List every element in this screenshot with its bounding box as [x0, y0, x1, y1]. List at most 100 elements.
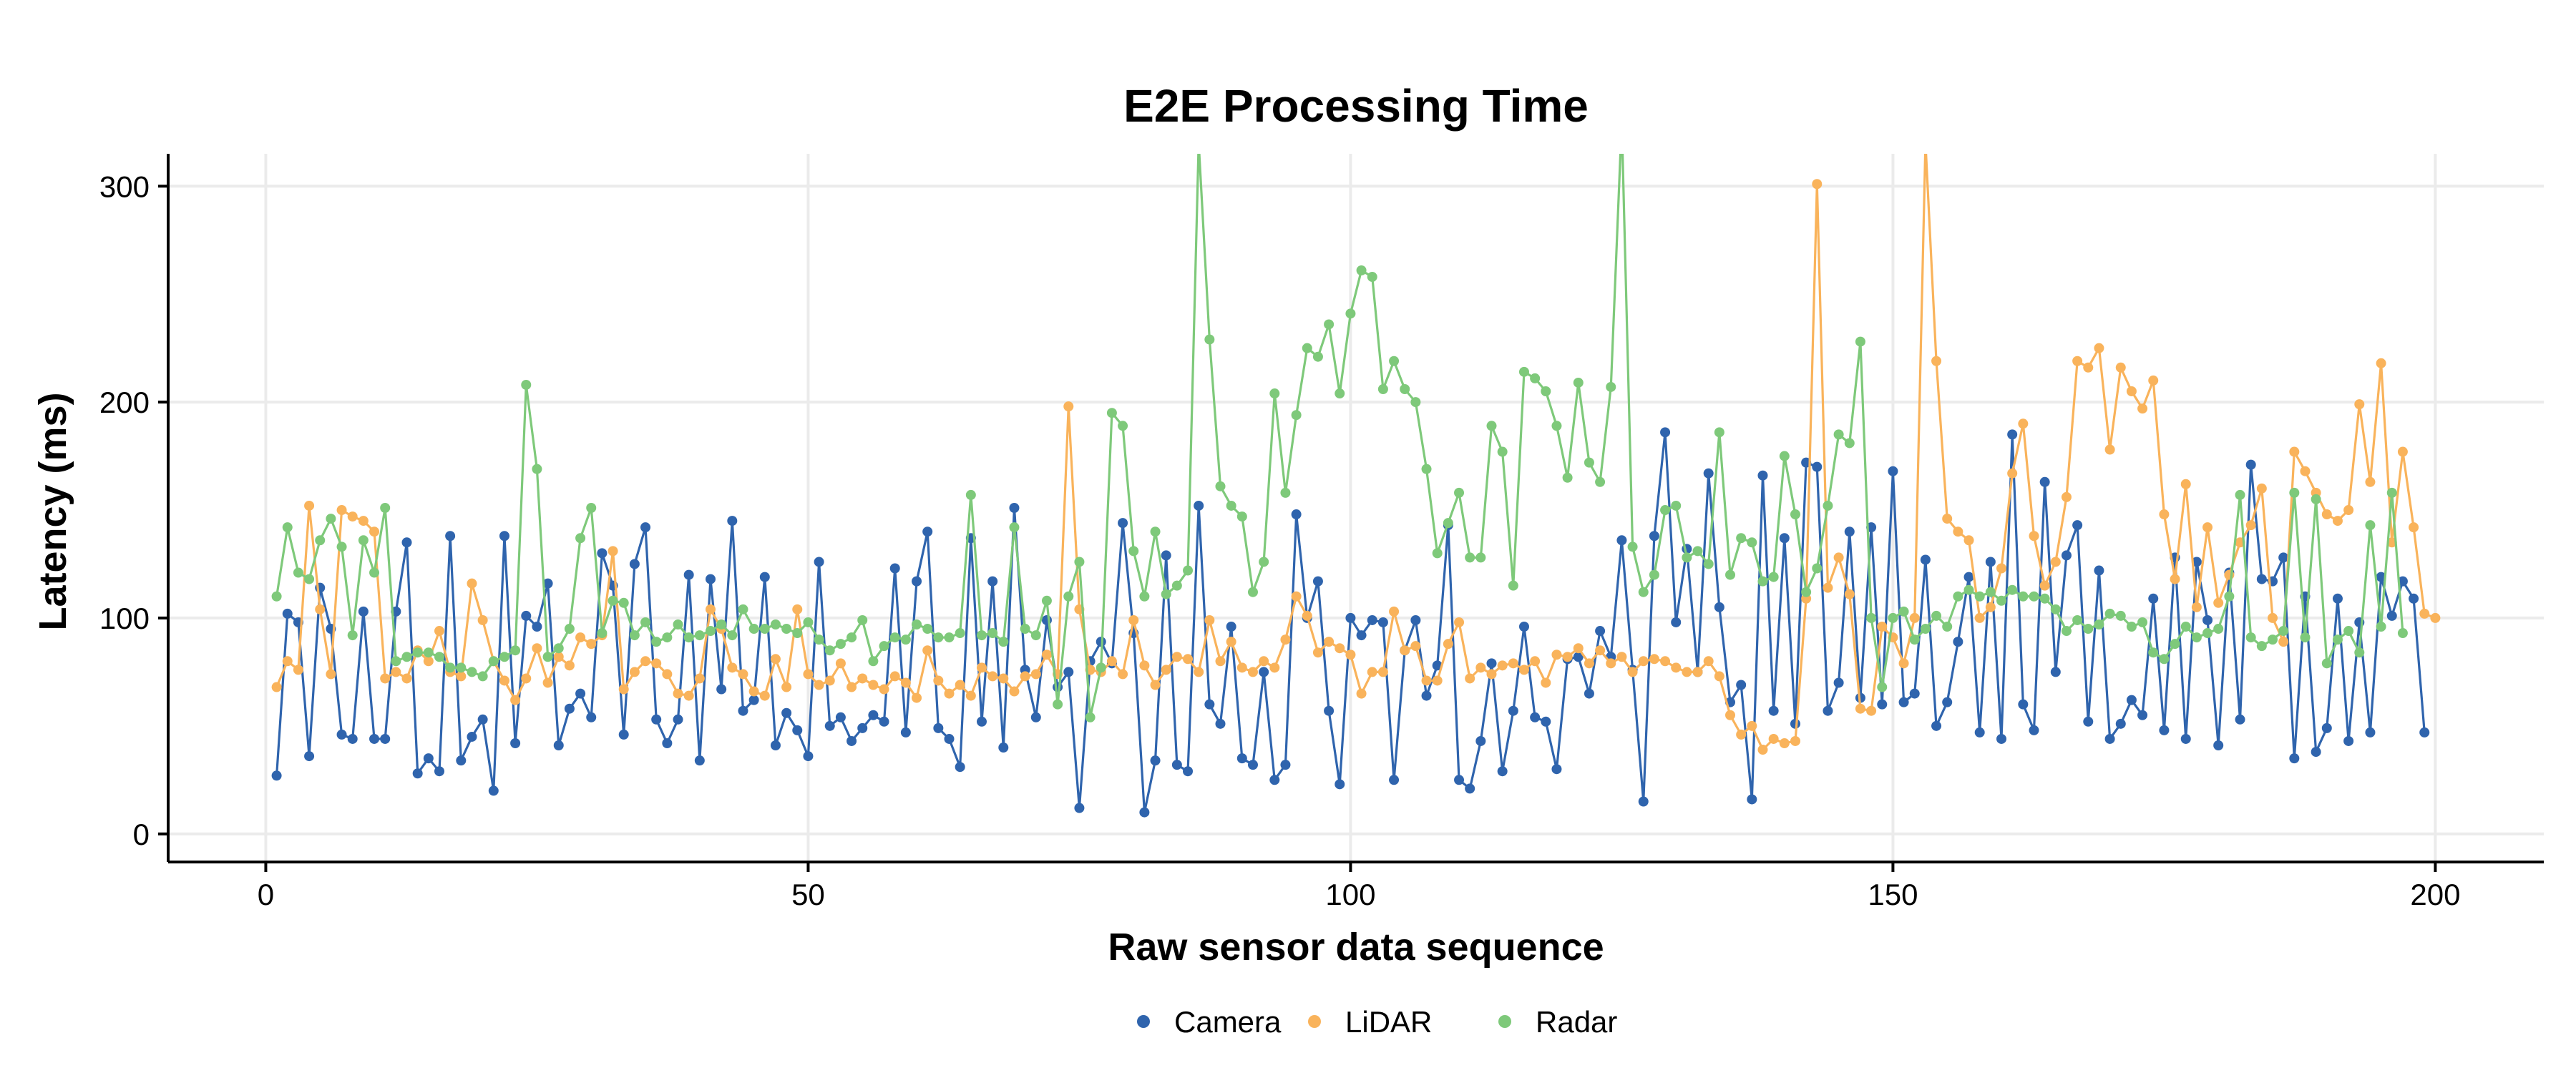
data-point	[1269, 775, 1280, 785]
data-point	[434, 766, 444, 777]
data-point	[824, 675, 835, 686]
data-point	[629, 559, 640, 569]
data-point	[467, 667, 477, 677]
data-point	[488, 656, 499, 667]
data-point	[1660, 427, 1671, 438]
legend-item-radar: Radar	[1498, 1005, 1617, 1039]
data-point	[1953, 526, 1963, 537]
data-point	[2083, 362, 2094, 373]
data-point	[683, 632, 694, 643]
data-point	[2159, 509, 2170, 520]
legend-key	[1137, 1015, 1150, 1028]
data-point	[1682, 552, 1692, 563]
data-point	[1030, 630, 1041, 641]
data-point	[1725, 569, 1736, 580]
data-point	[2268, 635, 2278, 645]
data-point	[1747, 794, 1757, 805]
data-point	[1541, 386, 1551, 397]
data-point	[748, 686, 759, 697]
data-point	[933, 722, 944, 733]
y-axis-title: Latency (ms)	[31, 392, 74, 630]
legend-key	[1498, 1015, 1511, 1028]
data-point	[2278, 637, 2289, 647]
data-point	[2148, 647, 2159, 658]
data-point	[1118, 421, 1128, 431]
data-point	[889, 671, 900, 682]
data-point	[738, 705, 748, 716]
data-point	[1812, 179, 1823, 190]
data-point	[1475, 735, 1486, 746]
data-point	[1584, 658, 1594, 669]
data-point	[1790, 735, 1800, 746]
data-point	[1009, 686, 1020, 697]
data-point	[1194, 138, 1204, 148]
data-point	[1551, 421, 1562, 431]
data-point	[1128, 546, 1139, 557]
data-point	[401, 652, 412, 662]
x-axis-title: Raw sensor data sequence	[1108, 926, 1604, 969]
data-point	[1573, 377, 1584, 388]
data-point	[1053, 699, 1063, 710]
data-point	[1280, 760, 1291, 770]
data-point	[1725, 710, 1736, 720]
data-point	[2072, 614, 2083, 625]
data-point	[2278, 552, 2289, 563]
data-point	[987, 671, 998, 682]
data-point	[1280, 487, 1291, 498]
data-point	[889, 632, 900, 643]
data-point	[955, 680, 965, 690]
data-point	[781, 682, 792, 692]
data-point	[1757, 470, 1768, 481]
data-point	[955, 628, 965, 639]
data-point	[347, 733, 358, 744]
data-point	[2409, 593, 2419, 604]
data-point	[1204, 334, 1215, 345]
data-point	[336, 729, 347, 740]
data-point	[553, 652, 564, 662]
data-point	[803, 617, 814, 627]
data-point	[662, 738, 673, 748]
data-point	[1400, 383, 1410, 394]
data-point	[2419, 608, 2430, 619]
data-point	[1801, 587, 1812, 597]
data-point	[510, 695, 521, 705]
data-point	[1345, 650, 1356, 660]
x-tick-label: 150	[1868, 878, 1918, 911]
data-point	[618, 729, 629, 740]
data-point	[1660, 505, 1671, 516]
data-point	[1139, 591, 1150, 602]
data-point	[1877, 682, 1888, 692]
data-point	[553, 740, 564, 751]
data-point	[564, 660, 575, 671]
data-point	[1606, 381, 1616, 392]
data-point	[1389, 356, 1400, 366]
data-point	[1747, 537, 1757, 548]
data-point	[564, 703, 575, 714]
data-point	[1692, 546, 1703, 557]
data-point	[456, 671, 467, 682]
data-point	[1475, 662, 1486, 673]
data-point	[1833, 677, 1844, 688]
data-point	[2419, 727, 2430, 738]
data-point	[2115, 610, 2126, 621]
data-point	[1204, 699, 1215, 710]
data-point	[1747, 720, 1757, 731]
data-point	[803, 669, 814, 680]
data-point	[673, 688, 683, 699]
data-point	[2256, 574, 2267, 584]
data-point	[889, 563, 900, 574]
data-point	[781, 624, 792, 635]
data-point	[1312, 647, 1323, 658]
data-point	[1171, 652, 1182, 662]
data-point	[1921, 138, 1931, 148]
data-point	[1974, 612, 1985, 623]
data-point	[2170, 574, 2180, 584]
data-point	[456, 755, 467, 766]
data-point	[1324, 319, 1335, 330]
data-point	[1942, 514, 1953, 524]
data-point	[976, 662, 987, 673]
data-point	[618, 684, 629, 695]
data-point	[2050, 557, 2061, 567]
data-point	[575, 533, 586, 544]
data-point	[358, 606, 369, 617]
